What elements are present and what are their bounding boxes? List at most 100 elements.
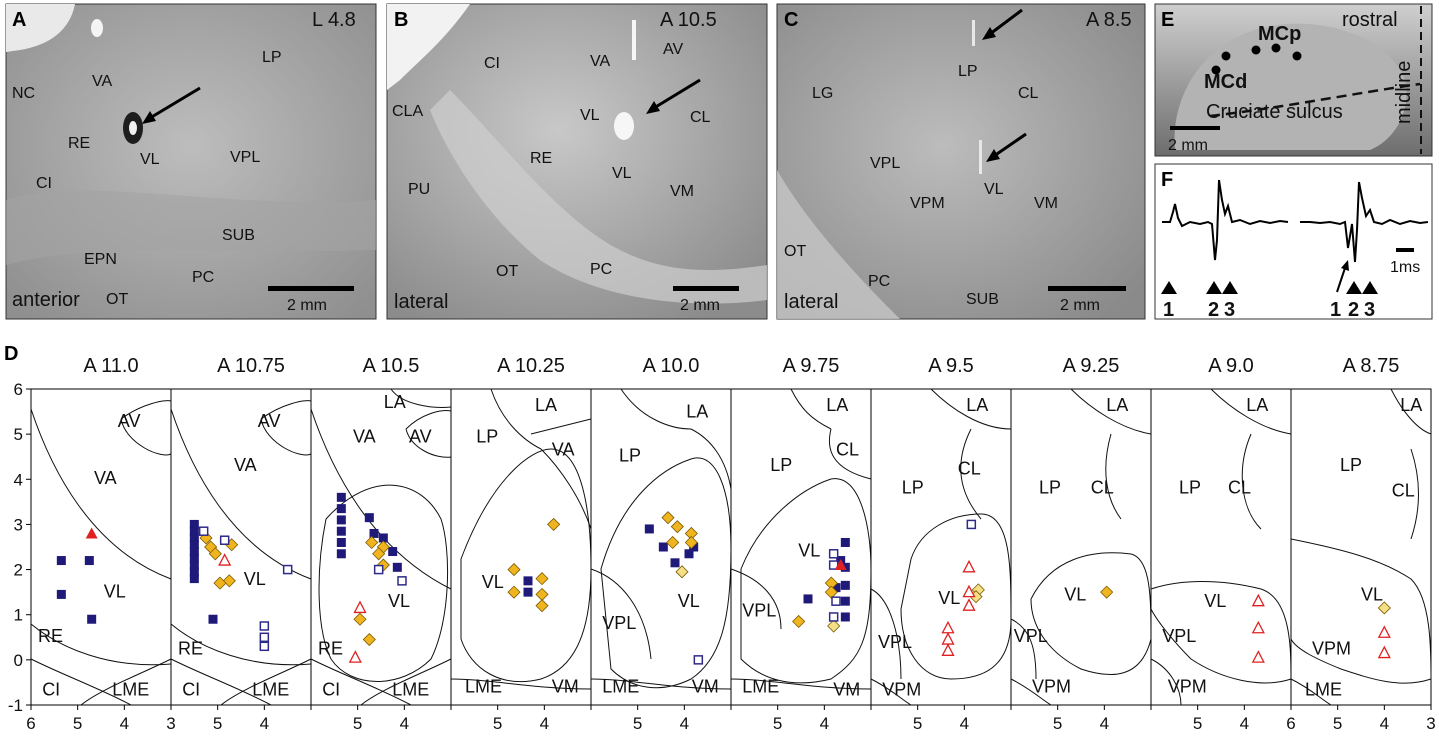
data-point-filled-square: [189, 553, 199, 563]
data-point-open-triangle: [353, 600, 367, 614]
panel-b-region: VM: [670, 183, 694, 200]
panel-c-region: VM: [1034, 195, 1058, 212]
region-label: VL: [1064, 585, 1086, 605]
panel-e-scalebar: [1170, 126, 1220, 130]
panel-f-frame: [1154, 163, 1433, 320]
region-label: VPL: [742, 601, 776, 621]
region-label: VA: [552, 439, 575, 459]
data-point-diamond: [507, 563, 521, 577]
data-point-open-triangle: [962, 584, 976, 598]
region-boundary: [1070, 388, 1152, 435]
panel-e-electrode-site: [1211, 65, 1221, 75]
region-boundary: [960, 428, 982, 520]
region-label: LME: [602, 676, 639, 696]
panel-b-ventricle: [614, 112, 634, 140]
panel-f-scalebar-label: 1ms: [1390, 259, 1420, 276]
panel-a-arrow: [149, 86, 201, 120]
data-point-diamond: [208, 547, 222, 561]
panel-b-internal-capsule: [430, 90, 767, 304]
region-boundary: [170, 658, 272, 706]
data-point-open-square: [219, 535, 230, 545]
panel-f-marker-arrowhead: [1362, 281, 1378, 294]
panel-c-letter: C: [784, 9, 798, 31]
region-boundary: [1210, 388, 1292, 435]
region-label: LA: [384, 392, 406, 412]
data-point-filled-square: [831, 583, 841, 593]
atlas-section: A 10.5 LA VA AV VL RE CI LME 5 4: [310, 355, 452, 733]
region-label: CL: [1091, 477, 1114, 497]
section-title: A 9.25: [1063, 355, 1120, 377]
region-boundary: [1010, 618, 1037, 680]
region-label: LME: [252, 680, 289, 700]
panel-a-region: VL: [140, 151, 160, 168]
region-label: CL: [1392, 480, 1415, 500]
region-boundary: [30, 658, 132, 706]
data-point-open-triangle: [941, 643, 955, 656]
panel-e-electrode-site: [1221, 51, 1231, 61]
region-boundary: [360, 658, 452, 706]
panel-d-letter: D: [4, 343, 18, 365]
data-point-open-triangle: [1251, 650, 1265, 663]
panel-c-tract-mid: [979, 140, 982, 174]
panel-b-arrowhead: [646, 101, 660, 114]
panel-b-white-matter: [387, 4, 470, 90]
region-label: VPM: [1032, 676, 1071, 696]
region-label: VPL: [1014, 626, 1048, 646]
y-axis: 6 5 4 3 2 1 0 -1: [8, 380, 32, 715]
data-point-filled-square: [189, 533, 199, 543]
x-tick-label: 5: [1333, 714, 1342, 733]
data-point-filled-square: [658, 542, 668, 552]
y-tick-label: 4: [14, 470, 23, 489]
data-point-filled-square: [336, 515, 346, 525]
panel-f-marker-label: 2: [1208, 299, 1219, 321]
x-tick-label: 5: [633, 714, 642, 733]
panel-e-electrode-site: [1251, 45, 1261, 55]
region-label: VPM: [1312, 638, 1351, 658]
region-label: VA: [353, 427, 376, 447]
region-boundary: [318, 484, 449, 682]
panel-e-rostral: rostral: [1342, 9, 1398, 31]
data-point-diamond: [827, 619, 841, 633]
panel-a-region: OT: [106, 291, 128, 308]
data-point-diamond: [362, 632, 376, 647]
panel-a-region: NC: [12, 85, 35, 102]
panel-f-marker-label: 3: [1224, 299, 1235, 321]
data-point-open-square: [831, 596, 841, 606]
y-tick-label: 3: [14, 515, 23, 534]
panel-e-mcp: MCp: [1258, 23, 1301, 45]
region-label: VL: [104, 582, 126, 602]
data-point-filled-square: [840, 612, 850, 622]
atlas-section: A 10.75 AV VA VL RE CI LME 5 4: [170, 355, 312, 733]
panel-e-mcd: MCd: [1204, 71, 1247, 93]
region-boundary: [1150, 658, 1182, 706]
data-point-open-square: [282, 564, 293, 575]
region-label: CL: [836, 439, 859, 459]
section-title: A 9.5: [928, 355, 974, 377]
panel-f-marker-arrowhead: [1222, 281, 1238, 294]
region-boundary: [170, 623, 312, 666]
data-point-filled-square: [189, 560, 199, 570]
panel-e-electrode-site: [1271, 43, 1281, 53]
data-point-filled-square: [388, 547, 398, 557]
region-label: VPM: [1168, 676, 1207, 696]
data-point-open-square: [259, 632, 270, 643]
panel-e-letter: E: [1161, 9, 1174, 31]
region-label: VM: [692, 676, 719, 696]
region-label: VL: [1204, 591, 1226, 611]
section-frame: [1150, 388, 1292, 706]
section-title: A 10.25: [497, 355, 565, 377]
panel-c: C A 8.5 LG LP CL VPL VL VPM VM OT PC SUB…: [776, 3, 1146, 320]
region-label: VL: [1361, 585, 1383, 605]
panel-e-cortex: [1174, 23, 1407, 150]
panel-a-region: CI: [36, 175, 52, 192]
data-point-diamond: [372, 547, 386, 561]
data-point-diamond: [666, 535, 680, 550]
region-boundary: [730, 568, 782, 630]
data-point-filled-square: [803, 594, 813, 604]
section-frame: [30, 388, 172, 706]
data-point-diamond: [365, 535, 379, 550]
panel-e-midline: midline: [1393, 61, 1415, 124]
section-title: A 9.0: [1208, 355, 1254, 377]
panel-f-marker-arrowhead: [1206, 281, 1222, 294]
